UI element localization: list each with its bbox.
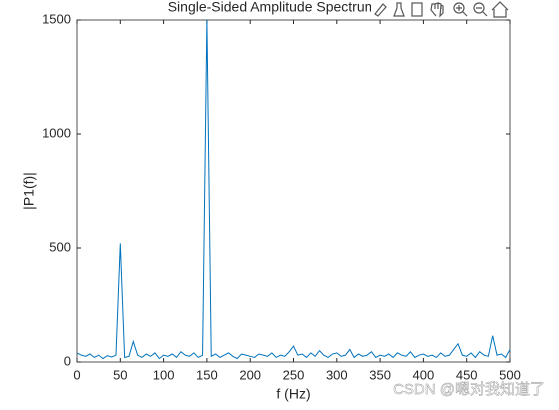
y-tick-label: 1500 (42, 11, 71, 26)
zoom-in-icon[interactable] (453, 2, 465, 14)
x-tick-label: 450 (456, 367, 478, 382)
toolbar[interactable] (371, 0, 511, 18)
zoom-out-icon[interactable] (473, 2, 485, 14)
x-tick-label: 300 (326, 367, 348, 382)
x-tick-label: 150 (196, 367, 218, 382)
y-tick-label: 1000 (42, 125, 71, 140)
x-tick-label: 100 (153, 367, 175, 382)
plot: 0 50 100 150 200 250 300 350 400 450 500 0 500 1000 15… (21, 11, 521, 401)
y-tick-label: 500 (49, 239, 71, 254)
x-tick-label: 500 (499, 367, 521, 382)
watermark: CSDN @嗯对我知道了 (393, 381, 545, 398)
x-axis-label: f (Hz) (276, 386, 310, 402)
y-axis-label: |P1(f)| (21, 172, 37, 210)
pan-icon[interactable] (430, 2, 444, 18)
chart-title: Single-Sided Amplitude Spectrum (168, 0, 377, 15)
brush-icon[interactable] (374, 3, 387, 17)
pan-restore-icon[interactable] (411, 2, 423, 17)
data-tip-icon[interactable] (393, 2, 405, 17)
x-tick-label: 200 (239, 367, 261, 382)
y-tick-label: 0 (64, 353, 71, 368)
x-tick-label: 0 (73, 367, 80, 382)
x-tick-label: 350 (369, 367, 391, 382)
home-icon[interactable] (491, 1, 509, 18)
x-tick-label: 400 (413, 367, 435, 382)
axes-box (76, 19, 511, 363)
line-series (76, 19, 511, 360)
x-tick-label: 250 (283, 367, 305, 382)
x-tick-label: 50 (113, 367, 127, 382)
